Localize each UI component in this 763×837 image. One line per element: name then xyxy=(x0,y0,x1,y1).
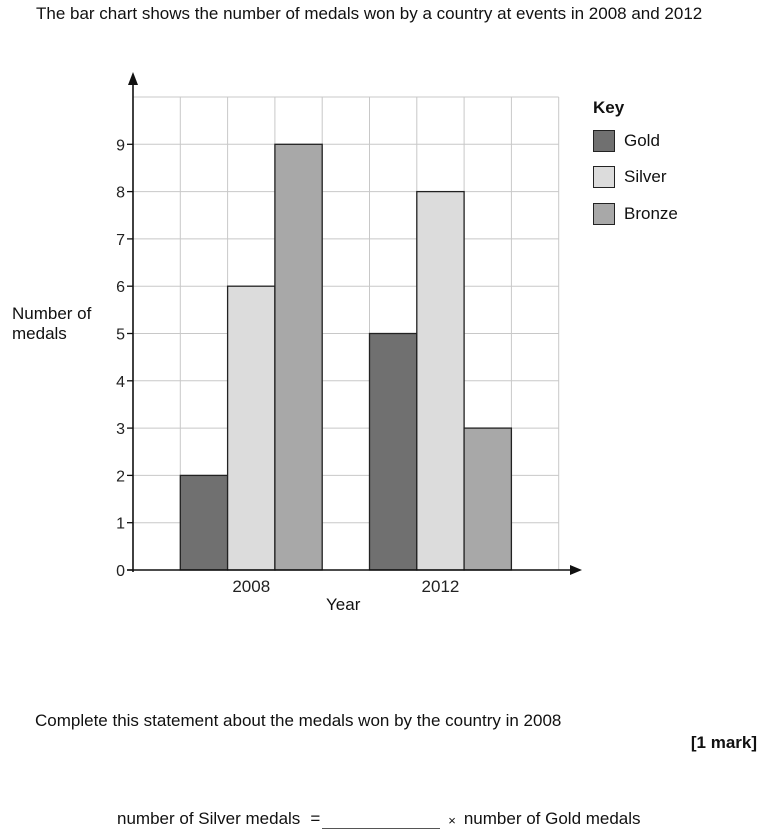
times-sign: × xyxy=(448,813,456,828)
y-tick-label: 7 xyxy=(116,232,125,249)
legend-label-gold: Gold xyxy=(624,131,660,150)
y-tick-labels: 0 1 2 3 4 5 6 7 8 9 xyxy=(116,137,133,580)
y-tick-label: 4 xyxy=(116,374,125,391)
bar-bronze-2008 xyxy=(274,143,323,571)
bar-gold-2008 xyxy=(179,474,229,571)
legend-title: Key xyxy=(593,98,625,117)
legend-item-bronze: Bronze xyxy=(593,201,678,227)
legend-label-silver: Silver xyxy=(624,167,667,186)
bar-bronze-2012 xyxy=(463,427,513,571)
legend-swatch-bronze xyxy=(593,203,615,225)
y-axis-label-line1: Number of xyxy=(12,304,92,323)
bar-gold-2012 xyxy=(368,332,418,571)
statement-right: number of Gold medals xyxy=(463,809,641,828)
legend-item-silver: Silver xyxy=(593,164,667,190)
chart-bars xyxy=(179,143,513,571)
chart-axes xyxy=(127,72,582,575)
equals-sign: = xyxy=(310,809,321,828)
x-axis-arrow xyxy=(570,565,582,575)
bar-chart: 0 1 2 3 4 5 6 7 8 9 2008 2012 xyxy=(116,72,582,596)
y-tick-label: 1 xyxy=(116,516,125,533)
question-intro: The bar chart shows the number of medals… xyxy=(36,4,703,23)
answer-blank-input[interactable] xyxy=(322,806,441,829)
legend-swatch-silver xyxy=(593,166,615,188)
y-tick-label: 0 xyxy=(116,563,125,580)
y-axis-label: Number of medals xyxy=(12,304,91,344)
y-tick-label: 8 xyxy=(116,185,125,202)
x-category-labels: 2008 2012 xyxy=(232,577,459,596)
answer-statement: number of Silver medals = × number of Go… xyxy=(117,806,641,829)
bar-silver-2008 xyxy=(226,285,276,571)
y-tick-label: 6 xyxy=(116,279,125,296)
y-tick-label: 5 xyxy=(116,327,125,344)
legend-label-bronze: Bronze xyxy=(624,204,678,223)
x-category-label: 2008 xyxy=(232,577,270,596)
y-axis-arrow xyxy=(128,72,138,85)
y-tick-label: 9 xyxy=(116,137,125,154)
statement-left: number of Silver medals xyxy=(117,809,301,828)
y-axis-label-line2: medals xyxy=(12,324,67,343)
x-category-label: 2012 xyxy=(422,577,460,596)
legend-swatch-gold xyxy=(593,130,615,152)
legend-item-gold: Gold xyxy=(593,128,660,154)
bar-silver-2012 xyxy=(416,190,465,571)
marks-label: [1 mark] xyxy=(690,733,757,752)
question-instruction: Complete this statement about the medals… xyxy=(35,711,562,730)
x-axis-label: Year xyxy=(326,595,361,614)
y-tick-label: 2 xyxy=(116,468,125,485)
y-tick-label: 3 xyxy=(116,421,125,438)
